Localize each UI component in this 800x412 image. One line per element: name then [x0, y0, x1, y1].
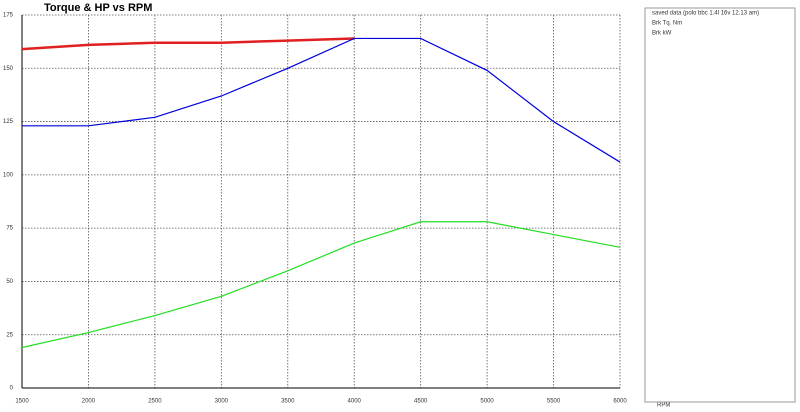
y-tick-label: 25: [6, 332, 13, 338]
x-axis-label: RPM: [657, 403, 670, 409]
y-tick-label: 100: [3, 172, 14, 178]
legend-label: Brk Tq. Nm: [652, 21, 682, 27]
y-tick-label: 75: [6, 226, 13, 232]
x-tick-label: 3500: [281, 399, 295, 405]
chart-title: Torque & HP vs RPM: [44, 2, 152, 14]
x-tick-label: 2000: [82, 399, 96, 405]
series-line: [22, 37, 621, 163]
x-tick-label: 3000: [215, 399, 229, 405]
x-tick-label: 4500: [414, 399, 428, 405]
legend-label: Brk kW: [652, 31, 672, 37]
x-tick-label: 1500: [15, 399, 29, 405]
x-tick-label: 5000: [480, 399, 494, 405]
y-tick-label: 175: [3, 13, 14, 19]
x-tick-label: 6000: [613, 399, 627, 405]
y-tick-label: 150: [3, 66, 14, 72]
y-tick-label: 0: [10, 386, 14, 392]
series-line: [21, 37, 355, 51]
series-line: [21, 221, 621, 349]
legend-box: [644, 7, 796, 403]
x-tick-label: 4000: [348, 399, 362, 405]
y-tick-label: 50: [6, 279, 13, 285]
legend-title: saved data (polo bbc 1.4l 16v 12.13 am): [652, 11, 759, 17]
x-tick-label: 2500: [148, 399, 162, 405]
y-tick-label: 125: [3, 119, 14, 125]
x-tick-label: 5500: [547, 399, 561, 405]
